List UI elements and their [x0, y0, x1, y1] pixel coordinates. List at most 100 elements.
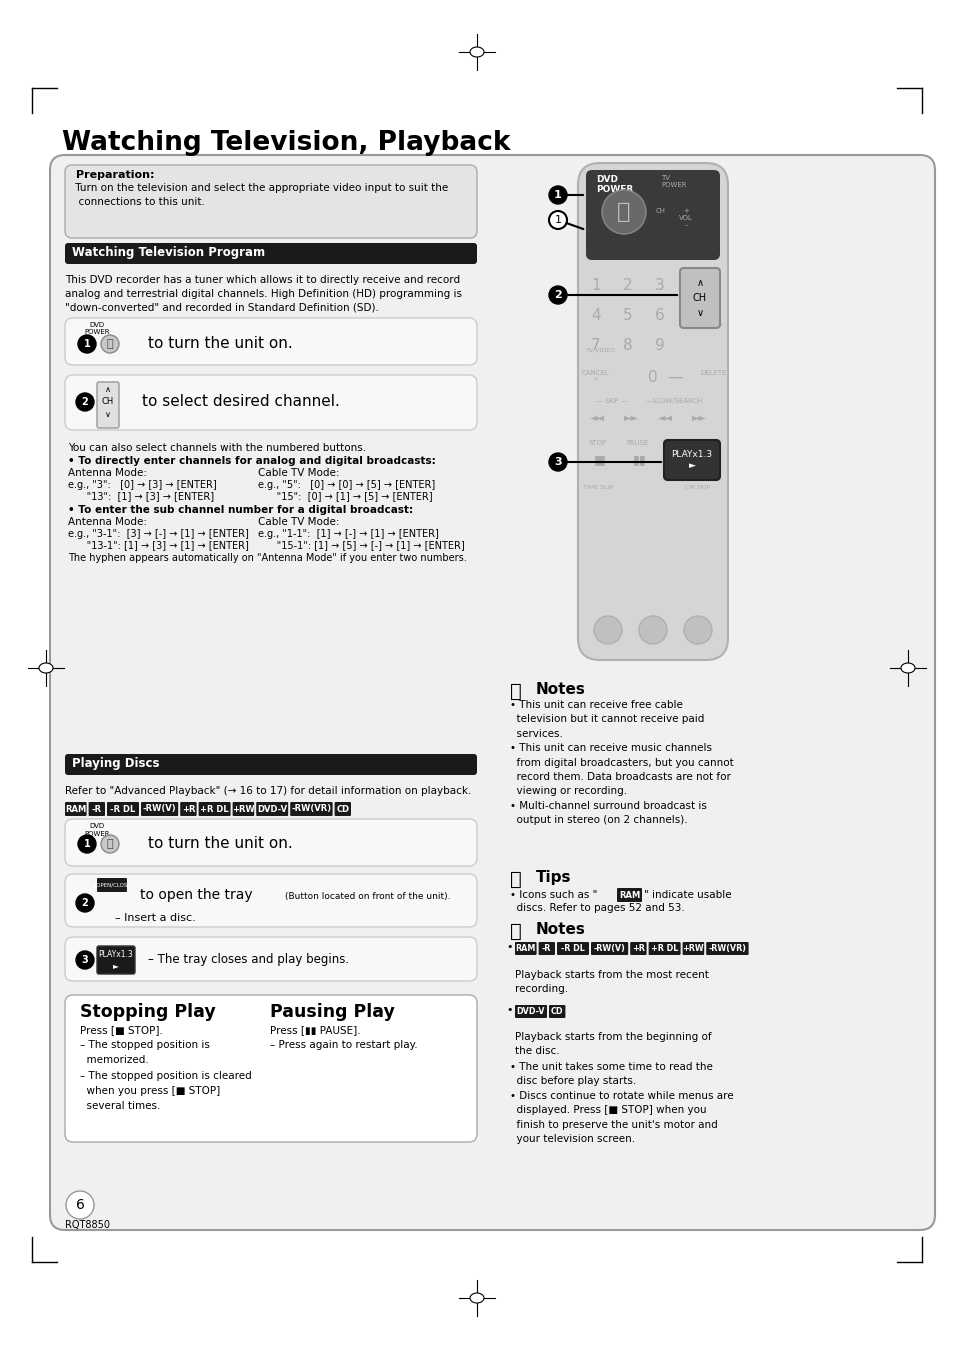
- Text: e.g., "3":   [0] → [3] → [ENTER]: e.g., "3": [0] → [3] → [ENTER]: [68, 480, 216, 490]
- Text: • To enter the sub channel number for a digital broadcast:: • To enter the sub channel number for a …: [68, 505, 413, 515]
- FancyBboxPatch shape: [515, 942, 536, 955]
- Text: 4: 4: [591, 308, 600, 323]
- Text: +R: +R: [631, 944, 644, 952]
- Text: ◄◄: ◄◄: [589, 412, 604, 422]
- FancyBboxPatch shape: [89, 802, 105, 816]
- Text: Press [■ STOP].
– The stopped position is
  memorized.
– The stopped position is: Press [■ STOP]. – The stopped position i…: [80, 1025, 252, 1111]
- FancyBboxPatch shape: [548, 1005, 565, 1019]
- Text: DVD
POWER: DVD POWER: [84, 322, 110, 335]
- FancyBboxPatch shape: [233, 802, 253, 816]
- Text: CM SKIP: CM SKIP: [684, 485, 710, 490]
- Text: (Button located on front of the unit).: (Button located on front of the unit).: [285, 892, 450, 901]
- FancyBboxPatch shape: [65, 754, 476, 775]
- Text: INPUT SELECT: INPUT SELECT: [679, 323, 722, 328]
- Text: —: —: [667, 370, 682, 385]
- FancyBboxPatch shape: [97, 382, 119, 428]
- FancyBboxPatch shape: [107, 802, 139, 816]
- Text: 1: 1: [84, 339, 91, 349]
- Text: -RW(V): -RW(V): [593, 944, 625, 952]
- Text: STOP: STOP: [588, 440, 606, 446]
- FancyBboxPatch shape: [578, 163, 727, 661]
- Text: e.g., "1-1":  [1] → [-] → [1] → [ENTER]: e.g., "1-1": [1] → [-] → [1] → [ENTER]: [257, 530, 438, 539]
- Circle shape: [101, 335, 119, 353]
- Text: ▮▮: ▮▮: [633, 454, 646, 466]
- Text: Playback starts from the beginning of
the disc.: Playback starts from the beginning of th…: [515, 1032, 711, 1056]
- FancyBboxPatch shape: [50, 155, 934, 1229]
- Text: -R DL: -R DL: [560, 944, 584, 952]
- Circle shape: [101, 835, 119, 852]
- FancyBboxPatch shape: [538, 942, 555, 955]
- Text: 1: 1: [84, 839, 91, 848]
- Text: +R: +R: [181, 804, 195, 813]
- Text: +R DL: +R DL: [650, 944, 678, 952]
- FancyBboxPatch shape: [585, 170, 720, 259]
- Text: " indicate usable: " indicate usable: [643, 890, 731, 900]
- Text: 9: 9: [655, 338, 664, 353]
- Circle shape: [76, 393, 94, 411]
- Text: TIME SLIP: TIME SLIP: [582, 485, 612, 490]
- Text: -RW(VR): -RW(VR): [291, 804, 331, 813]
- Text: Antenna Mode:: Antenna Mode:: [68, 467, 147, 478]
- Text: • The unit takes some time to read the
  disc before play starts.
• Discs contin: • The unit takes some time to read the d…: [510, 1062, 733, 1144]
- Circle shape: [76, 951, 94, 969]
- Text: Watching Television Program: Watching Television Program: [71, 246, 265, 259]
- FancyBboxPatch shape: [648, 942, 679, 955]
- Text: Stopping Play: Stopping Play: [80, 1002, 215, 1021]
- Circle shape: [683, 616, 711, 644]
- Text: "15":  [0] → [1] → [5] → [ENTER]: "15": [0] → [1] → [5] → [ENTER]: [257, 490, 432, 501]
- Text: • This unit can receive free cable
  television but it cannot receive paid
  ser: • This unit can receive free cable telev…: [510, 700, 733, 825]
- FancyBboxPatch shape: [682, 942, 703, 955]
- Text: -R: -R: [541, 944, 551, 952]
- FancyBboxPatch shape: [335, 802, 351, 816]
- Text: This DVD recorder has a tuner which allows it to directly receive and record
ana: This DVD recorder has a tuner which allo…: [65, 276, 461, 313]
- Text: —SLOW/SEARCH: —SLOW/SEARCH: [645, 399, 702, 404]
- Text: Refer to "Advanced Playback" (→ 16 to 17) for detail information on playback.: Refer to "Advanced Playback" (→ 16 to 17…: [65, 786, 471, 796]
- Text: DVD
POWER: DVD POWER: [596, 176, 633, 195]
- FancyBboxPatch shape: [65, 317, 476, 365]
- FancyBboxPatch shape: [65, 243, 476, 263]
- Text: ▲OPEN/CLOSE: ▲OPEN/CLOSE: [92, 882, 132, 888]
- Text: 0: 0: [647, 370, 658, 385]
- Text: "13":  [1] → [3] → [ENTER]: "13": [1] → [3] → [ENTER]: [68, 490, 213, 501]
- Text: 6: 6: [75, 1198, 85, 1212]
- Text: TV/VIDEO: TV/VIDEO: [585, 349, 616, 353]
- FancyBboxPatch shape: [65, 802, 87, 816]
- Text: ⏻: ⏻: [107, 339, 113, 349]
- Text: Turn on the television and select the appropriate video input to suit the
  conn: Turn on the television and select the ap…: [71, 182, 448, 207]
- Text: e.g., "5":   [0] → [0] → [5] → [ENTER]: e.g., "5": [0] → [0] → [5] → [ENTER]: [257, 480, 435, 490]
- Text: PLAYx1.3
►: PLAYx1.3 ►: [98, 950, 133, 970]
- Text: 💡: 💡: [510, 870, 521, 889]
- Ellipse shape: [900, 663, 914, 673]
- Text: DVD-V: DVD-V: [257, 804, 287, 813]
- Text: Pausing Play: Pausing Play: [270, 1002, 395, 1021]
- Text: Playing Discs: Playing Discs: [71, 757, 159, 770]
- Text: You can also select channels with the numbered buttons.: You can also select channels with the nu…: [68, 443, 366, 453]
- Text: DVD
POWER: DVD POWER: [84, 823, 110, 836]
- Text: 1: 1: [591, 278, 600, 293]
- Text: -R: -R: [91, 804, 102, 813]
- Text: TV
POWER: TV POWER: [660, 176, 686, 188]
- FancyBboxPatch shape: [679, 267, 720, 328]
- FancyBboxPatch shape: [198, 802, 231, 816]
- Text: ►►: ►►: [691, 412, 706, 422]
- Text: RAM: RAM: [618, 890, 639, 900]
- Text: 1: 1: [554, 190, 561, 200]
- Text: e.g., "3-1":  [3] → [-] → [1] → [ENTER]: e.g., "3-1": [3] → [-] → [1] → [ENTER]: [68, 530, 249, 539]
- Circle shape: [548, 286, 566, 304]
- Text: 1: 1: [554, 215, 561, 226]
- Text: +
VOL
–: + VOL –: [679, 208, 692, 228]
- Circle shape: [548, 453, 566, 471]
- FancyBboxPatch shape: [141, 802, 178, 816]
- Text: CD: CD: [335, 804, 349, 813]
- Text: "13-1": [1] → [3] → [1] → [ENTER]: "13-1": [1] → [3] → [1] → [ENTER]: [68, 540, 249, 550]
- Text: Playback starts from the most recent
recording.: Playback starts from the most recent rec…: [515, 970, 708, 994]
- Text: PAUSE: PAUSE: [626, 440, 648, 446]
- Ellipse shape: [470, 47, 483, 57]
- Text: ►►: ►►: [623, 412, 639, 422]
- Text: 3: 3: [82, 955, 89, 965]
- Text: 2: 2: [622, 278, 632, 293]
- Circle shape: [548, 186, 566, 204]
- Text: "15-1": [1] → [5] → [-] → [1] → [ENTER]: "15-1": [1] → [5] → [-] → [1] → [ENTER]: [257, 540, 464, 550]
- Ellipse shape: [39, 663, 53, 673]
- Circle shape: [66, 1192, 94, 1219]
